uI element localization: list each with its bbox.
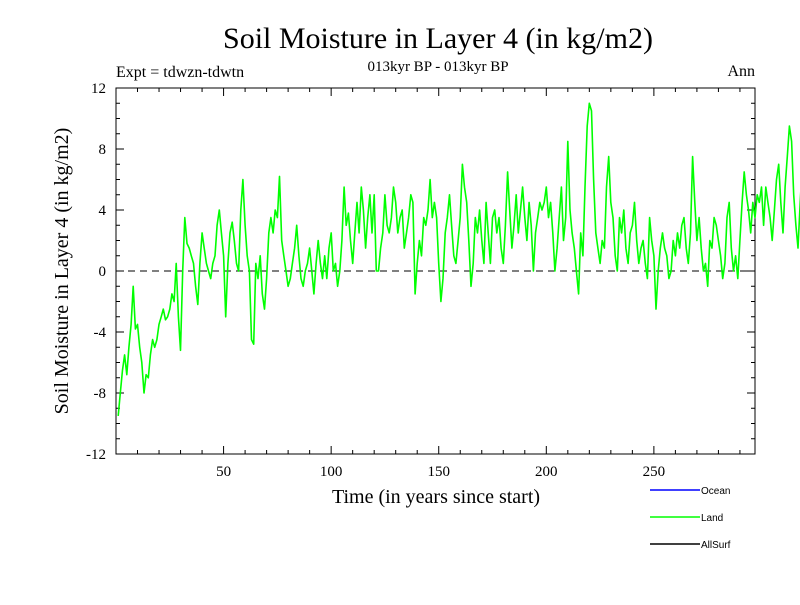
x-tick-label: 200 <box>535 464 558 480</box>
x-tick-label: 250 <box>643 464 666 480</box>
legend: Ocean Land AllSurf <box>650 486 731 551</box>
y-tick-label: 4 <box>99 203 107 219</box>
series-line-land <box>117 102 800 416</box>
x-tick-label: 50 <box>216 464 231 480</box>
y-tick-label: -12 <box>86 447 106 463</box>
y-tick-label: 0 <box>99 264 107 280</box>
y-tick-label: 12 <box>91 81 106 97</box>
y-axis-label: Soil Moisture in Layer 4 (in kg/m2) <box>51 128 73 415</box>
y-tick-label: -4 <box>94 325 107 341</box>
legend-label-ocean: Ocean <box>701 486 730 497</box>
y-tick-label: -8 <box>94 386 107 402</box>
x-tick-label: 150 <box>427 464 450 480</box>
x-axis-label: Time (in years since start) <box>332 486 540 508</box>
x-tick-label: 100 <box>320 464 343 480</box>
chart-subtitle: 013kyr BP - 013kyr BP <box>367 59 508 75</box>
period-label: Ann <box>727 63 755 80</box>
y-tick-label: 8 <box>99 142 107 158</box>
legend-label-allsurf: AllSurf <box>701 540 731 551</box>
plot-area: 12 8 4 0 -4 -8 -12 50 100 150 200 250 <box>86 81 800 480</box>
expt-label: Expt = tdwzn-tdwtn <box>116 64 244 81</box>
chart-title: Soil Moisture in Layer 4 (in kg/m2) <box>223 22 653 55</box>
legend-label-land: Land <box>701 513 723 524</box>
